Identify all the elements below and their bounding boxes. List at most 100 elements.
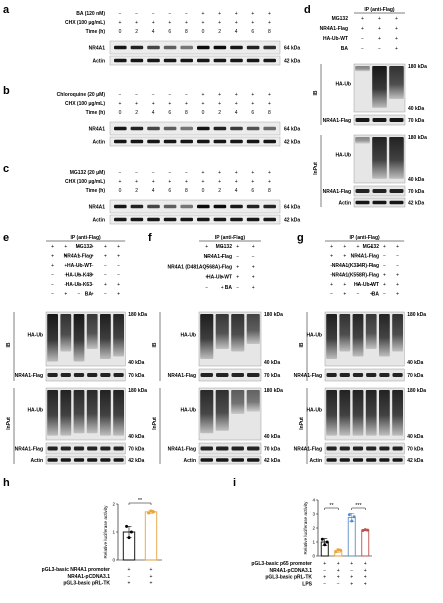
data-point <box>151 510 155 514</box>
lane-sign: + <box>64 254 67 260</box>
condition-label: NR4A1-pCDNA3.1 <box>67 574 110 580</box>
protein-band <box>372 118 387 122</box>
condition-label: pGL3-basic pRL-TK <box>265 575 312 581</box>
lane-sign: + <box>218 179 221 185</box>
kda-marker: 180 kDa <box>407 312 426 318</box>
protein-band <box>114 45 127 50</box>
input-group-label: InPut <box>152 417 158 430</box>
significance-bracket <box>324 507 339 510</box>
lane-sign: + <box>350 581 353 587</box>
ip-header: IP (anti-Flag) <box>71 235 102 241</box>
blot-label: NR4A1-Flag <box>294 373 322 379</box>
ubiquitin-smear <box>326 390 337 436</box>
protein-band <box>379 373 390 377</box>
lane-sign: + <box>268 92 271 98</box>
lane-sign: − <box>337 581 340 587</box>
ubiquitin-smear <box>200 314 214 359</box>
lane-sign: + <box>117 254 120 260</box>
protein-band <box>130 58 144 63</box>
lane-sign: + <box>135 179 138 185</box>
protein-band <box>352 458 364 462</box>
protein-band <box>339 458 350 462</box>
data-point <box>127 536 131 540</box>
protein-band <box>355 189 370 193</box>
protein-band <box>263 126 276 131</box>
kda-marker: 40 kDa <box>408 106 424 112</box>
protein-band <box>114 139 127 144</box>
protein-band <box>339 373 350 377</box>
protein-band <box>366 458 377 462</box>
bar <box>144 511 158 561</box>
kda-marker: 70 kDa <box>407 373 423 379</box>
lane-sign: + <box>251 170 254 176</box>
protein-band <box>47 446 58 451</box>
kda-marker: 42 kDa <box>408 201 424 207</box>
ubiquitin-smear <box>379 314 390 357</box>
panel-letter: e <box>3 232 9 244</box>
ip-header: IP (anti-Flag) <box>350 235 381 241</box>
lane-sign: + <box>152 101 155 107</box>
lane-sign: − <box>357 292 360 298</box>
lane-sign: 6 <box>168 29 171 35</box>
lane-sign: + <box>205 275 208 281</box>
condition-label: NR4A1-Flag <box>351 254 379 260</box>
lane-sign: + <box>378 16 381 22</box>
kda-marker: 40 kDa <box>264 360 280 366</box>
lane-sign: + <box>78 273 81 279</box>
lane-sign: + <box>235 179 238 185</box>
lane-sign: 2 <box>135 110 138 116</box>
protein-band <box>355 200 370 205</box>
y-tick-label: 2 <box>312 526 315 531</box>
blot-label: Actin <box>184 458 197 464</box>
blot-label: NR4A1-Flag <box>294 447 322 453</box>
lane-sign: + <box>128 581 131 587</box>
lane-sign: − <box>343 273 346 279</box>
protein-band <box>197 139 210 144</box>
lane-sign: 2 <box>135 29 138 35</box>
lane-sign: − <box>104 273 107 279</box>
protein-band <box>263 45 276 50</box>
lane-sign: − <box>350 568 353 574</box>
lane-sign: − <box>104 263 107 269</box>
protein-band <box>100 373 111 377</box>
lane-sign: + <box>337 561 340 567</box>
condition-label: NR4A1-pCDNA3.1 <box>269 568 312 574</box>
lane-sign: + <box>91 244 94 250</box>
data-point <box>147 511 151 515</box>
lane-sign: + <box>168 179 171 185</box>
y-axis-label: Relative luciferase activity <box>103 505 108 559</box>
lane-sign: − <box>323 568 326 574</box>
lane-sign: − <box>357 273 360 279</box>
kda-marker: 180 kDa <box>408 135 427 141</box>
lane-sign: + <box>185 20 188 26</box>
blot-label: NR4A1-Flag <box>323 189 351 195</box>
lane-sign: + <box>64 292 67 298</box>
kda-marker: 42 kDa <box>128 458 144 464</box>
lane-sign: + <box>268 101 271 107</box>
protein-band <box>200 446 213 451</box>
ubiquitin-smear <box>355 66 370 72</box>
panel-letter: b <box>3 85 10 97</box>
lane-sign: + <box>337 575 340 581</box>
condition-label: BA <box>85 292 93 298</box>
ubiquitin-smear <box>73 314 85 362</box>
lane-sign: + <box>268 179 271 185</box>
protein-band <box>130 204 144 209</box>
protein-band <box>147 139 160 144</box>
protein-band <box>230 217 243 222</box>
blot-label: Actin <box>339 201 352 207</box>
protein-band <box>180 126 193 131</box>
blot-label: HA-Ub <box>306 407 322 413</box>
ib-group-label: IB <box>6 342 12 347</box>
lane-sign: + <box>236 264 239 270</box>
lane-sign: − <box>323 581 326 587</box>
ubiquitin-smear <box>355 137 370 144</box>
lane-sign: + <box>104 244 107 250</box>
lane-sign: + <box>323 575 326 581</box>
lane-sign: 4 <box>152 29 155 35</box>
protein-band <box>213 58 227 63</box>
lane-sign: − <box>185 11 188 17</box>
lane-sign: 8 <box>185 188 188 194</box>
lane-sign: − <box>152 170 155 176</box>
